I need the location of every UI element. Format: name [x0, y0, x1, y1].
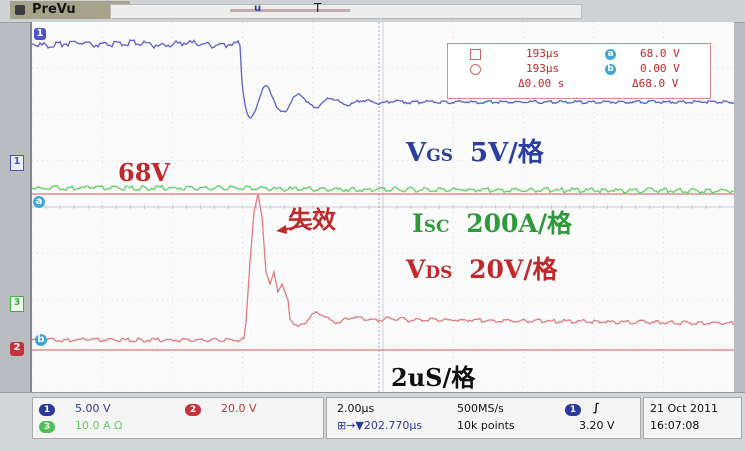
- record-view-window[interactable]: [230, 9, 350, 12]
- cursor-b-time: 193μs: [526, 62, 560, 75]
- timescale-annotation: 2uS/格: [391, 363, 476, 392]
- ch1-chip[interactable]: 1: [39, 404, 55, 416]
- trigger-source-chip[interactable]: 1: [565, 404, 581, 416]
- run-state-icon: [15, 5, 25, 15]
- prevu-label: PreVu: [32, 2, 76, 17]
- vds-annotation: VDS 20V/格: [406, 255, 558, 284]
- acquisition-panel[interactable]: 2.00μs ⊞→▼202.770μs 500MS/s 10k points 1…: [326, 397, 641, 439]
- isc-annotation: ISC 200A/格: [412, 209, 572, 238]
- prevu-indicator: PreVu: [10, 1, 130, 19]
- timebase-value: 2.00μs: [337, 402, 375, 415]
- status-bar: 1 5.00 V 2 20.0 V 3 10.0 A Ω 2.00μs ⊞→▼2…: [0, 392, 745, 451]
- cursor-readout: 193μs 193μs Δ0.00 s a b 68.0 V 0.00 V Δ6…: [447, 43, 711, 99]
- trigger-slope-icon: ∫: [593, 401, 600, 414]
- cursor-b-channel-icon: b: [605, 64, 616, 75]
- graticule: [32, 22, 734, 392]
- failure-annotation: 失效: [288, 205, 336, 234]
- cursor-a-marker[interactable]: a: [33, 196, 45, 208]
- vds-waveform: [32, 193, 734, 343]
- vgs-annotation: VGS 5V/格: [406, 138, 544, 168]
- failure-arrow-head: [276, 225, 287, 234]
- channel-1-marker-top[interactable]: 1: [34, 28, 46, 40]
- datetime-panel: 21 Oct 2011 16:07:08: [643, 397, 742, 439]
- circle-cursor-icon: [470, 64, 481, 75]
- trigger-level: 3.20 V: [579, 419, 615, 432]
- channel-1-offset-marker[interactable]: 1: [10, 155, 24, 171]
- ch2-scale: 20.0 V: [221, 402, 257, 415]
- ch2-chip[interactable]: 2: [185, 404, 201, 416]
- channel-settings-panel[interactable]: 1 5.00 V 2 20.0 V 3 10.0 A Ω: [32, 397, 324, 439]
- cursor-a-time: 193μs: [526, 47, 560, 60]
- date-value: 21 Oct 2011: [650, 402, 719, 415]
- grid-lines: [32, 22, 734, 392]
- delta-time: Δ0.00 s: [518, 77, 565, 90]
- top-bar: PreVu u T: [0, 0, 745, 23]
- ch3-chip[interactable]: 3: [39, 421, 55, 433]
- trigger-position-icon: T: [314, 1, 322, 15]
- channel-3-offset-marker[interactable]: 3: [10, 296, 24, 312]
- trigger-position-value: ⊞→▼202.770μs: [337, 419, 423, 432]
- voltage-68-annotation: 68V: [118, 158, 171, 187]
- cursor-b-marker[interactable]: b: [35, 334, 47, 346]
- isc-waveform: [32, 184, 734, 194]
- failure-arrow-line: [281, 223, 313, 231]
- delta-value: Δ68.0 V: [632, 77, 679, 90]
- cursor-a-channel-icon: a: [605, 49, 616, 60]
- time-marker-icon: u: [254, 3, 262, 14]
- sample-rate: 500MS/s: [457, 402, 504, 415]
- square-cursor-icon: [470, 49, 481, 60]
- channel-2-offset-marker[interactable]: 2: [10, 342, 24, 356]
- vgs-waveform: [32, 39, 734, 119]
- ch1-scale: 5.00 V: [75, 402, 111, 415]
- time-value: 16:07:08: [650, 419, 700, 432]
- cursor-b-value: 0.00 V: [640, 62, 680, 75]
- record-length: 10k points: [457, 419, 515, 432]
- ch3-scale: 10.0 A Ω: [75, 419, 123, 432]
- cursor-a-value: 68.0 V: [640, 47, 680, 60]
